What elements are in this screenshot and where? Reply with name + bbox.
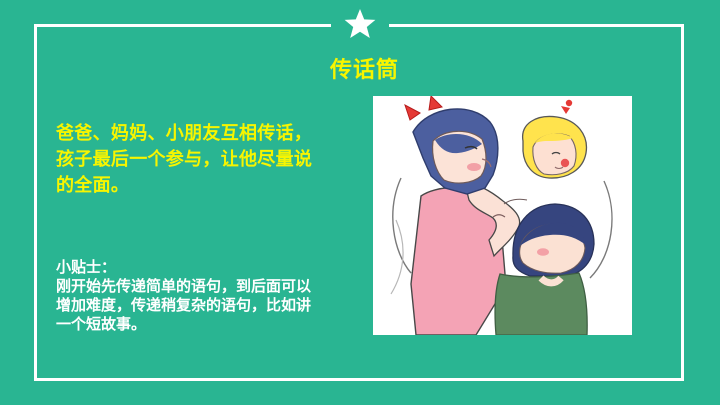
whisper-family-illustration [373, 96, 632, 335]
tips-text: 刚开始先传递简单的语句，到后面可以增加难度，传递稍复杂的语句，比如讲一个短故事。 [56, 277, 312, 333]
tips-label: 小贴士： [56, 258, 117, 276]
star-icon [344, 9, 376, 38]
main-description: 爸爸、妈妈、小朋友互相传话，孩子最后一个参与，让他尽量说的全面。 [56, 123, 313, 196]
page-title: 传话筒 [329, 58, 399, 83]
top-badge [331, 6, 389, 42]
